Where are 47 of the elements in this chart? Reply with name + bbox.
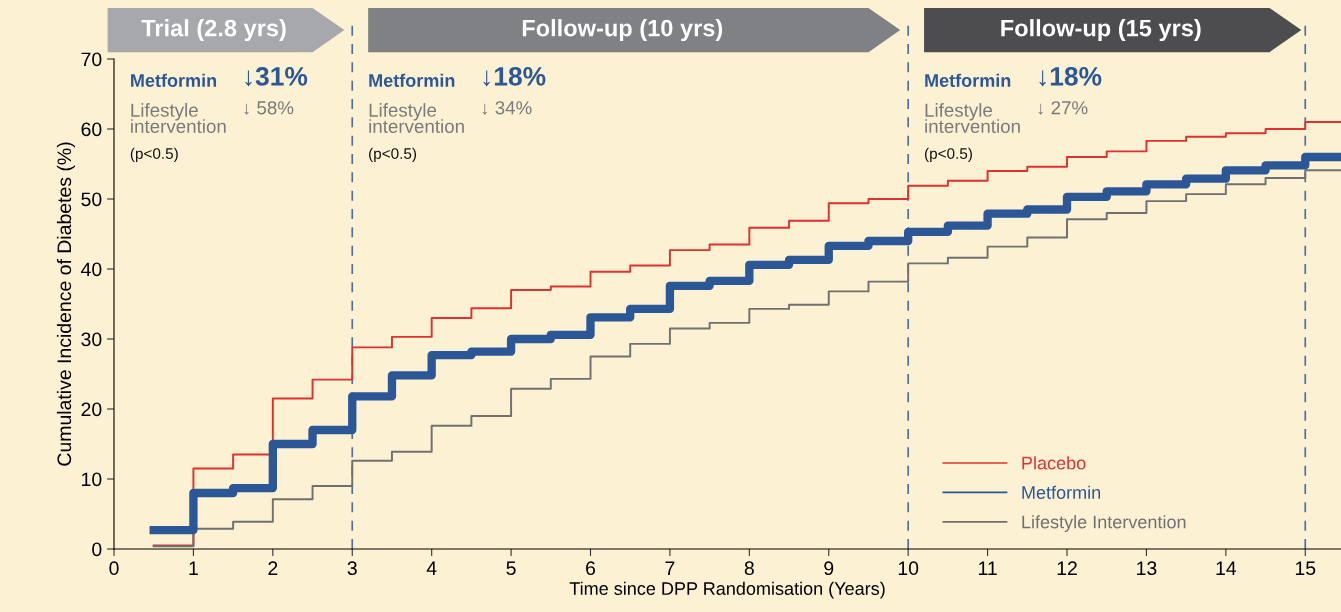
- annotation: (p<0.5): [925, 147, 972, 163]
- x-tick-label: 3: [347, 561, 357, 576]
- y-axis-title: Cumulative Incidence of Diabetes (%): [56, 142, 75, 466]
- x-tick-label: 10: [898, 561, 919, 576]
- legend-label: Placebo: [1022, 456, 1086, 470]
- x-tick-label: 15: [1295, 561, 1316, 576]
- x-tick-label: 7: [665, 561, 675, 575]
- annotation: ↓31%: [245, 67, 308, 87]
- x-tick-label: 11: [978, 561, 997, 575]
- x-tick-label: 1: [189, 561, 198, 575]
- x-tick-label: 5: [506, 561, 516, 576]
- y-tick-label: 10: [82, 472, 102, 487]
- x-tick-label: 0: [109, 561, 119, 576]
- annotation: Metformin: [925, 73, 1011, 87]
- x-tick-label: 2: [268, 561, 278, 575]
- annotation: Metformin: [369, 73, 455, 87]
- y-tick-label: 30: [81, 332, 102, 347]
- annotation: Lifestyle intervention: [369, 103, 464, 133]
- annotation: ↓ 27%: [1038, 101, 1088, 115]
- text: Follow-up (10 yrs): [522, 19, 723, 42]
- annotation: (p<0.5): [130, 147, 178, 163]
- x-tick-label: 14: [1216, 561, 1237, 575]
- y-tick-label: 40: [81, 262, 102, 277]
- annotation: ↓18%: [483, 67, 546, 87]
- x-axis-title: Time since DPP Randomisation (Years): [569, 581, 885, 599]
- x-tick-label: 4: [426, 561, 437, 575]
- text: Trial (2.8 yrs): [141, 19, 286, 42]
- annotation: Lifestyle intervention: [925, 103, 1020, 133]
- annotation: ↓ 34%: [482, 101, 532, 115]
- x-tick-label: 12: [1057, 561, 1077, 575]
- y-tick-label: 50: [81, 192, 102, 207]
- x-tick-label: 13: [1137, 561, 1157, 576]
- x-tick-label: 6: [586, 561, 596, 576]
- legend-label: Metformin: [1022, 485, 1101, 499]
- y-tick-label: 60: [81, 122, 102, 137]
- legend-label: Lifestyle Intervention: [1022, 515, 1186, 532]
- text: Follow-up (15 yrs): [1001, 19, 1201, 42]
- y-tick-label: 70: [81, 52, 102, 67]
- y-tick-label: 20: [81, 402, 102, 417]
- y-tick-label: 0: [92, 542, 102, 557]
- annotation: ↓18%: [1039, 67, 1102, 87]
- annotation: ↓ 58%: [244, 101, 294, 115]
- x-tick-label: 9: [824, 561, 834, 576]
- annotation: (p<0.5): [369, 147, 417, 163]
- x-tick-label: 8: [744, 561, 754, 576]
- annotation: Lifestyle intervention: [131, 103, 226, 133]
- annotation: Metformin: [131, 73, 217, 87]
